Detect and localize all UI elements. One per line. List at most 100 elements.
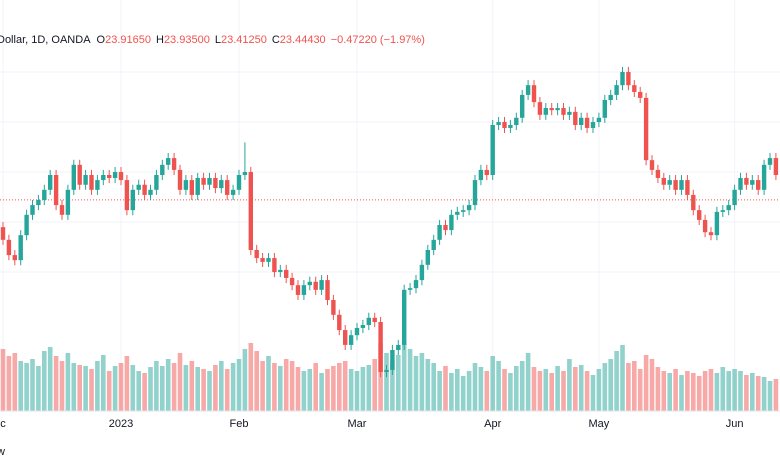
- volume-bar: [0, 349, 6, 411]
- ohlc-key: L: [215, 34, 221, 46]
- volume-bar: [708, 369, 714, 411]
- volume-bar: [283, 359, 289, 411]
- candle-body: [83, 175, 88, 185]
- candle-body: [490, 125, 495, 175]
- candle-body: [661, 177, 666, 185]
- volume-bar: [236, 359, 242, 411]
- candle-body: [213, 177, 218, 189]
- volume-bar: [543, 369, 549, 411]
- candle-body: [71, 164, 76, 190]
- candle-body: [720, 210, 725, 212]
- candle-body: [101, 175, 106, 181]
- candle-body: [230, 189, 236, 195]
- volume-bar: [702, 371, 708, 411]
- volume-bar: [219, 361, 224, 411]
- candle-body: [142, 184, 147, 195]
- volume-bar: [384, 353, 389, 411]
- candle-body: [390, 350, 395, 370]
- candle-body: [472, 180, 478, 206]
- volume-bar: [177, 353, 183, 411]
- volume-bar: [496, 361, 501, 411]
- volume-bar: [696, 376, 702, 411]
- volume-bar: [148, 367, 153, 411]
- grid: [0, 0, 780, 411]
- candle-body: [325, 280, 330, 300]
- candle-body: [402, 289, 407, 345]
- candle-body: [207, 177, 212, 185]
- candle-body: [384, 369, 389, 373]
- volume-bar: [171, 363, 177, 411]
- volume-bar: [360, 367, 366, 411]
- candle-body: [685, 180, 690, 195]
- volume-bar: [307, 369, 313, 411]
- candle-body: [95, 180, 100, 190]
- volume-bar: [106, 371, 112, 411]
- candle-body: [278, 269, 283, 273]
- volume-bar: [6, 356, 12, 411]
- volume-bar: [449, 373, 454, 411]
- volume-bar: [755, 376, 761, 411]
- candle-body: [484, 169, 489, 175]
- volume-bar: [95, 361, 100, 411]
- volume-bar: [484, 371, 490, 411]
- volume-bar: [744, 375, 749, 411]
- candle-body: [42, 189, 47, 200]
- candle-body: [638, 91, 643, 98]
- candle-body: [65, 189, 71, 215]
- candle-body: [632, 85, 637, 92]
- candle-body: [107, 175, 112, 178]
- candle-body: [549, 108, 554, 111]
- volume-bar: [348, 369, 354, 411]
- volume-bar: [626, 363, 631, 411]
- volume-bar: [36, 366, 41, 411]
- x-tick-label: 2023: [109, 418, 133, 430]
- volume-bar: [325, 369, 330, 411]
- volume-bar: [390, 361, 395, 411]
- volume-bar: [590, 375, 596, 411]
- candle-body: [360, 325, 366, 328]
- volume-bar: [555, 366, 560, 411]
- volume-bar: [502, 369, 507, 411]
- candle-body: [331, 300, 336, 315]
- x-tick-label: c: [0, 418, 6, 430]
- ohlc-key: O: [97, 34, 106, 46]
- candle-body: [260, 258, 265, 262]
- candle-body: [437, 225, 442, 240]
- candle-body: [502, 122, 507, 128]
- volume-bar: [183, 365, 189, 411]
- volume-bar: [83, 366, 88, 411]
- volume-bar: [248, 343, 254, 411]
- candle-body: [750, 180, 755, 185]
- candle-body: [337, 314, 342, 331]
- volume-bar: [142, 373, 147, 411]
- candle-body: [89, 175, 94, 190]
- candle-body: [166, 158, 171, 165]
- candle-body: [12, 255, 17, 261]
- candle-body: [183, 180, 189, 190]
- volume-bar: [266, 356, 271, 411]
- candle-body: [466, 205, 472, 211]
- volume-bar: [101, 355, 106, 411]
- candle-body: [525, 85, 531, 95]
- candle-body: [761, 164, 767, 190]
- candle-body: [112, 172, 118, 178]
- candle-body: [531, 85, 537, 103]
- candle-body: [626, 72, 631, 86]
- volume-bar: [407, 349, 413, 411]
- candle-body: [124, 180, 130, 211]
- candle-body: [667, 180, 672, 185]
- candle-body: [24, 214, 29, 236]
- volume-bar: [655, 367, 661, 411]
- candle-body: [419, 264, 425, 281]
- candle-body: [272, 258, 277, 273]
- volume-bar: [720, 367, 726, 411]
- candle-body: [407, 288, 413, 290]
- volume-bar: [578, 365, 584, 411]
- volume-bar: [71, 363, 77, 411]
- volume-bar: [602, 363, 608, 411]
- volume-bar: [24, 363, 29, 411]
- candle-body: [543, 108, 548, 115]
- volume-bar: [620, 345, 625, 411]
- candle-body: [643, 97, 649, 161]
- candle-body: [219, 180, 224, 189]
